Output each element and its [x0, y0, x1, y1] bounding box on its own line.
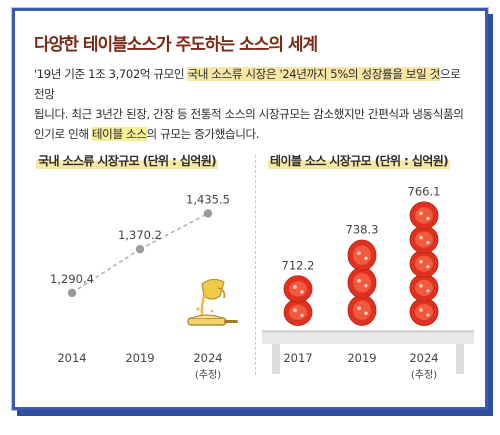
- table-sauce-chart-title: 테이블 소스 시장규모 (단위 : 십억원): [268, 152, 451, 169]
- line-point: [203, 209, 213, 218]
- category-note: (추정): [195, 369, 221, 381]
- category-label: 2024: [409, 351, 438, 365]
- para-line3-b: 의 규모는 증가했습니다.: [146, 127, 260, 141]
- value-label: 712.2: [282, 258, 315, 272]
- para-line1-b: 으로 전망: [34, 67, 461, 101]
- value-label: 766.1: [408, 184, 441, 198]
- bar-series: 712.2 2017 738.3 2019 766.1 2024 (추정): [282, 184, 441, 381]
- line-point: [135, 244, 145, 254]
- line-point: [67, 288, 77, 298]
- para-line1-a: '19년 기준 1조 3,702억 규모인: [34, 67, 188, 81]
- intro-paragraph: '19년 기준 1조 3,702억 규모인 국내 소스류 시장은 '24년까지 …: [34, 64, 464, 144]
- line-segment: [139, 212, 209, 250]
- category-label: 2019: [125, 351, 154, 365]
- para-line3-a: 인기로 인해: [34, 127, 92, 141]
- bar: [347, 239, 377, 326]
- headline: 다양한 테이블소스가 주도하는 소스의 세계: [34, 35, 318, 55]
- domestic-sauce-line-chart: 1,290.4 2014 1,370.2 2019 1,435.5 2024 (추정): [50, 192, 238, 381]
- bar: [409, 201, 439, 326]
- bar: [283, 275, 313, 326]
- category-label: 2017: [283, 351, 312, 365]
- para-line3-highlight: 테이블 소스: [91, 127, 147, 141]
- para-line1-highlight: 국내 소스류 시장은 '24년까지 5%의 성장률을 보일 것: [187, 67, 440, 81]
- category-label: 2024: [193, 351, 222, 365]
- chart-divider: [255, 155, 256, 375]
- value-label: 1,435.5: [186, 192, 230, 206]
- para-line2: 됩니다. 최근 3년간 된장, 간장 등 전통적 소스의 시장규모는 감소했지만…: [34, 107, 464, 121]
- table-sauce-bar-chart: 712.2 2017 738.3 2019 766.1 2024 (추정): [262, 184, 474, 381]
- category-label: 2019: [347, 351, 376, 365]
- sauce-pour-icon: [187, 278, 238, 326]
- value-label: 1,370.2: [118, 228, 162, 242]
- table-surface: [262, 330, 474, 374]
- value-label: 738.3: [346, 222, 379, 236]
- line-series: 1,290.4 2014 1,370.2 2019 1,435.5 2024 (추정): [50, 192, 230, 381]
- domestic-chart-title: 국내 소스류 시장규모 (단위 : 십억원): [36, 152, 219, 169]
- category-label: 2014: [57, 351, 86, 365]
- value-label: 1,290.4: [50, 272, 94, 286]
- category-note: (추정): [411, 369, 437, 381]
